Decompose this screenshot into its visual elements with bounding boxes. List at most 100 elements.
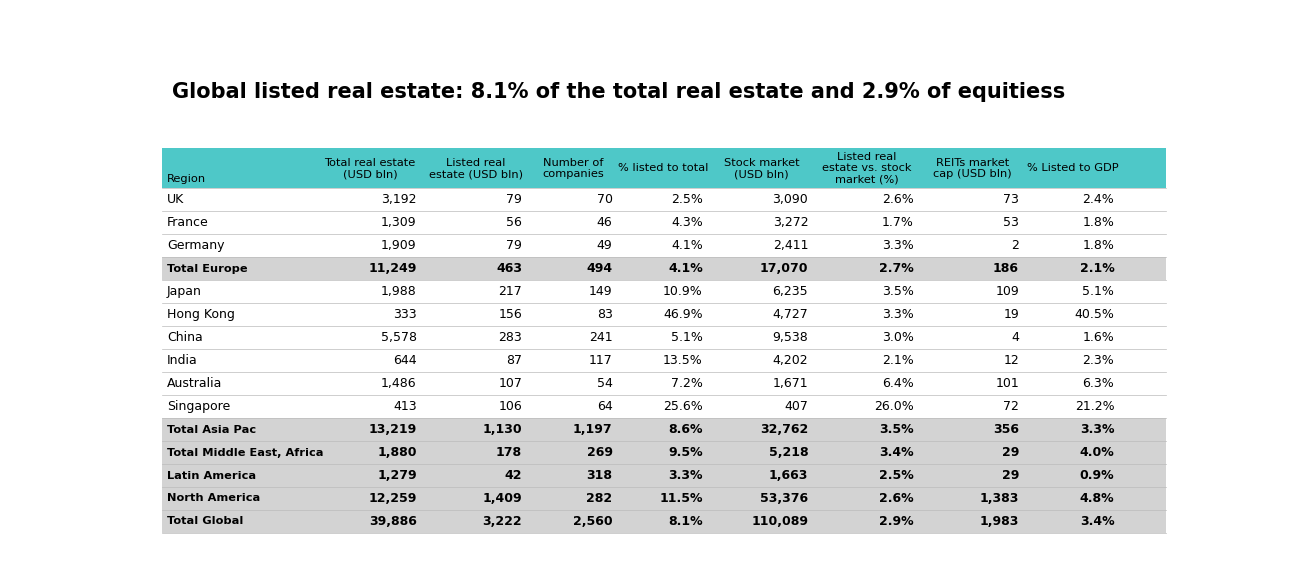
Bar (162, 487, 1166, 510)
Text: 12,259: 12,259 (368, 492, 417, 505)
Text: 8.1%: 8.1% (668, 515, 703, 528)
Text: Japan: Japan (167, 285, 202, 298)
Text: 87: 87 (506, 354, 522, 367)
Bar (162, 395, 1166, 418)
Text: 64: 64 (597, 400, 613, 413)
Text: 10.9%: 10.9% (663, 285, 703, 298)
Text: 156: 156 (499, 308, 522, 321)
Text: 46: 46 (597, 216, 613, 229)
Text: 106: 106 (499, 400, 522, 413)
Text: 83: 83 (597, 308, 613, 321)
Text: 2,411: 2,411 (773, 239, 808, 252)
Text: Stock market
(USD bln): Stock market (USD bln) (724, 157, 799, 179)
Text: 12: 12 (1004, 354, 1019, 367)
Text: Total Middle East, Africa: Total Middle East, Africa (167, 448, 324, 457)
Text: 3.4%: 3.4% (1080, 515, 1114, 528)
Text: 53: 53 (1004, 216, 1019, 229)
Text: 5.1%: 5.1% (671, 331, 703, 344)
Text: 17,070: 17,070 (760, 262, 808, 275)
Text: Hong Kong: Hong Kong (167, 308, 234, 321)
Text: 241: 241 (589, 331, 613, 344)
Text: 282: 282 (587, 492, 613, 505)
Text: 5,218: 5,218 (769, 446, 808, 459)
Text: 269: 269 (587, 446, 613, 459)
Text: 3.3%: 3.3% (882, 239, 913, 252)
Text: Listed real
estate vs. stock
market (%): Listed real estate vs. stock market (%) (822, 152, 912, 185)
Text: 4.1%: 4.1% (671, 239, 703, 252)
Text: Region: Region (167, 174, 206, 184)
Text: 11.5%: 11.5% (659, 492, 703, 505)
Text: 2.5%: 2.5% (671, 193, 703, 206)
Text: 40.5%: 40.5% (1075, 308, 1114, 321)
Text: 413: 413 (394, 400, 417, 413)
Text: 107: 107 (499, 377, 522, 390)
Text: 644: 644 (394, 354, 417, 367)
Text: 70: 70 (597, 193, 613, 206)
Text: 6.4%: 6.4% (882, 377, 913, 390)
Text: 1,671: 1,671 (773, 377, 808, 390)
Text: 49: 49 (597, 239, 613, 252)
Text: 2.9%: 2.9% (879, 515, 913, 528)
Text: 2.3%: 2.3% (1083, 354, 1114, 367)
Text: 3,090: 3,090 (772, 193, 808, 206)
Bar (162, 234, 1166, 257)
Text: 79: 79 (506, 239, 522, 252)
Text: 1.8%: 1.8% (1083, 239, 1114, 252)
Text: 2.7%: 2.7% (879, 262, 913, 275)
Text: 1,383: 1,383 (979, 492, 1019, 505)
Text: REITs market
cap (USD bln): REITs market cap (USD bln) (932, 157, 1011, 179)
Text: 73: 73 (1004, 193, 1019, 206)
Text: 2.4%: 2.4% (1083, 193, 1114, 206)
Text: 29: 29 (1001, 446, 1019, 459)
Text: 4,202: 4,202 (773, 354, 808, 367)
Text: 79: 79 (506, 193, 522, 206)
Text: 117: 117 (589, 354, 613, 367)
Text: % listed to total: % listed to total (619, 164, 708, 173)
Text: 7.2%: 7.2% (671, 377, 703, 390)
Text: 39,886: 39,886 (369, 515, 417, 528)
Text: 6.3%: 6.3% (1083, 377, 1114, 390)
Text: Germany: Germany (167, 239, 224, 252)
Bar (162, 211, 1166, 234)
Bar (162, 149, 1166, 188)
Text: 9.5%: 9.5% (668, 446, 703, 459)
Text: 3.5%: 3.5% (882, 285, 913, 298)
Text: 32,762: 32,762 (760, 423, 808, 436)
Text: 1,130: 1,130 (483, 423, 522, 436)
Text: Total Europe: Total Europe (167, 263, 247, 274)
Text: 1,663: 1,663 (769, 469, 808, 482)
Bar (162, 257, 1166, 280)
Text: 2.1%: 2.1% (1080, 262, 1114, 275)
Text: 5.1%: 5.1% (1083, 285, 1114, 298)
Text: Latin America: Latin America (167, 471, 256, 480)
Text: 46.9%: 46.9% (663, 308, 703, 321)
Text: UK: UK (167, 193, 184, 206)
Text: 149: 149 (589, 285, 613, 298)
Text: 13.5%: 13.5% (663, 354, 703, 367)
Text: 72: 72 (1004, 400, 1019, 413)
Bar (162, 464, 1166, 487)
Text: 2: 2 (1011, 239, 1019, 252)
Text: 13,219: 13,219 (369, 423, 417, 436)
Text: Australia: Australia (167, 377, 223, 390)
Text: 1,279: 1,279 (377, 469, 417, 482)
Text: 6,235: 6,235 (773, 285, 808, 298)
Text: 407: 407 (785, 400, 808, 413)
Text: 25.6%: 25.6% (663, 400, 703, 413)
Bar (162, 280, 1166, 303)
Text: 54: 54 (597, 377, 613, 390)
Text: 1.8%: 1.8% (1083, 216, 1114, 229)
Bar (162, 372, 1166, 395)
Text: 4.3%: 4.3% (671, 216, 703, 229)
Text: 4,727: 4,727 (772, 308, 808, 321)
Text: 110,089: 110,089 (751, 515, 808, 528)
Text: 186: 186 (993, 262, 1019, 275)
Bar (162, 303, 1166, 326)
Text: 21.2%: 21.2% (1075, 400, 1114, 413)
Text: 283: 283 (499, 331, 522, 344)
Text: 42: 42 (505, 469, 522, 482)
Text: 3.3%: 3.3% (1080, 423, 1114, 436)
Text: 5,578: 5,578 (381, 331, 417, 344)
Text: 1,880: 1,880 (377, 446, 417, 459)
Text: 178: 178 (496, 446, 522, 459)
